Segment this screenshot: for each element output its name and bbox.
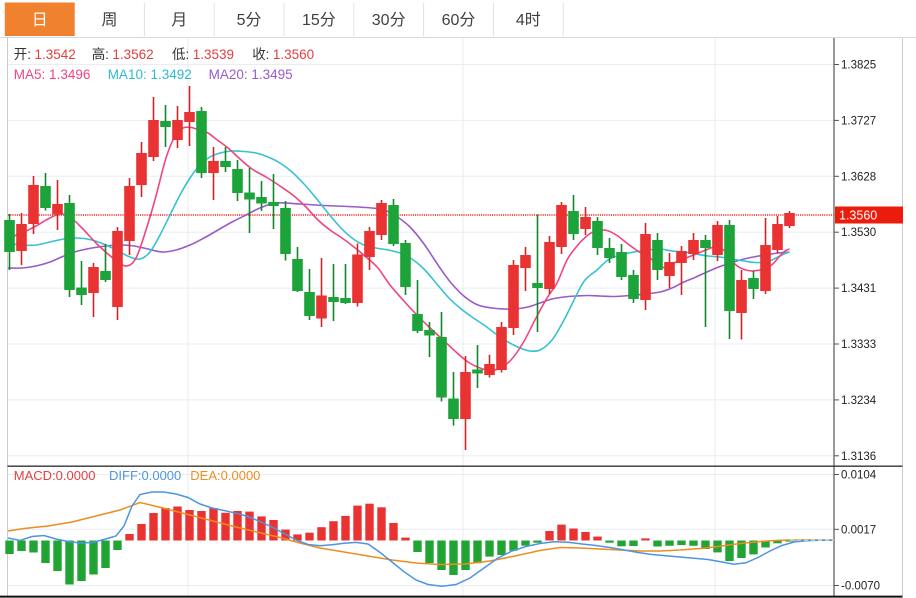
svg-text:1.3333: 1.3333	[841, 339, 876, 351]
svg-text:1.3530: 1.3530	[841, 227, 876, 239]
svg-text:日: 日	[32, 12, 48, 29]
svg-text:0.0017: 0.0017	[841, 524, 876, 536]
svg-text:周: 周	[101, 12, 117, 29]
svg-text:-0.0070: -0.0070	[841, 581, 880, 593]
svg-text:1.3560: 1.3560	[839, 209, 877, 223]
svg-text:1.3234: 1.3234	[841, 395, 877, 407]
svg-text:4时: 4时	[516, 11, 541, 29]
svg-text:5分: 5分	[237, 11, 262, 29]
svg-text:1.3628: 1.3628	[841, 171, 876, 183]
svg-text:15分: 15分	[302, 11, 336, 29]
svg-text:1.3431: 1.3431	[841, 283, 876, 295]
svg-text:1.3825: 1.3825	[841, 60, 876, 72]
svg-text:1.3136: 1.3136	[841, 451, 876, 463]
svg-text:60分: 60分	[442, 11, 476, 29]
svg-text:1.3727: 1.3727	[841, 115, 876, 127]
svg-text:月: 月	[171, 12, 187, 29]
svg-text:30分: 30分	[372, 11, 406, 29]
svg-text:0.0104: 0.0104	[841, 470, 877, 482]
